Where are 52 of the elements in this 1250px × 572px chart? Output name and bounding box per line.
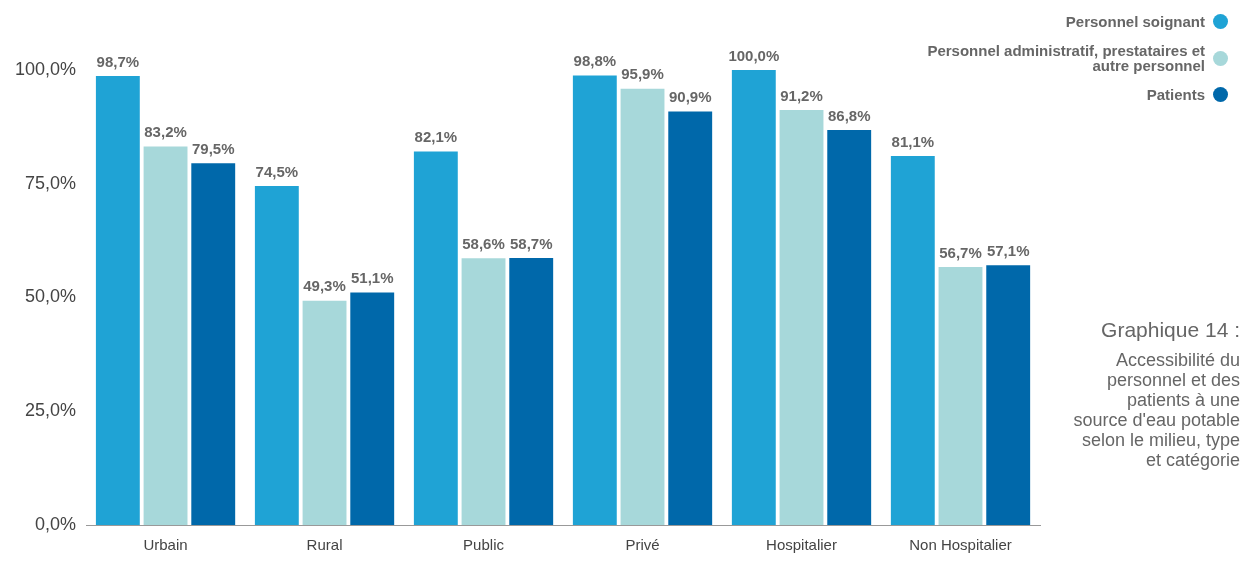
data-label: 81,1% bbox=[891, 132, 935, 150]
x-tick-label: Public bbox=[463, 536, 505, 554]
bar bbox=[413, 151, 458, 525]
data-label: 79,5% bbox=[191, 139, 235, 157]
bar bbox=[461, 258, 506, 525]
data-label: 49,3% bbox=[303, 277, 346, 295]
data-label: 91,2% bbox=[780, 86, 823, 104]
data-label: 98,8% bbox=[573, 52, 617, 70]
bar bbox=[668, 111, 713, 525]
bar bbox=[890, 156, 935, 525]
bar bbox=[302, 300, 347, 525]
y-tick-label: 25,0% bbox=[25, 400, 77, 421]
legend-label: Patients bbox=[1146, 86, 1205, 103]
bar bbox=[191, 163, 236, 525]
bar bbox=[731, 70, 776, 525]
y-tick-label: 50,0% bbox=[25, 286, 77, 307]
legend-label: Personnel administratif, prestataires et autre personnel bbox=[926, 42, 1205, 74]
bar bbox=[95, 75, 140, 525]
bar bbox=[827, 130, 872, 525]
data-label: 74,5% bbox=[255, 162, 299, 180]
text: Accessibilité du personnel et des patients à une source d'eau potable selon le milieu, type et catégorie bbox=[1072, 350, 1240, 470]
data-label: 83,2% bbox=[144, 123, 187, 141]
data-label: 58,6% bbox=[462, 235, 505, 253]
bar bbox=[779, 110, 824, 525]
bar bbox=[986, 265, 1031, 525]
bar bbox=[572, 75, 617, 525]
bar bbox=[350, 292, 395, 525]
x-tick-label: Hospitalier bbox=[766, 536, 837, 554]
data-label: 58,7% bbox=[509, 234, 553, 252]
y-tick-label: 0,0% bbox=[35, 513, 77, 534]
bar bbox=[143, 146, 188, 525]
data-label: 100,0% bbox=[728, 46, 780, 64]
data-label: 86,8% bbox=[827, 106, 871, 124]
bar bbox=[254, 186, 299, 525]
bar bbox=[620, 88, 665, 525]
x-tick-label: Privé bbox=[625, 536, 660, 554]
text: Graphique 14 : bbox=[1100, 318, 1240, 342]
bar bbox=[509, 257, 554, 525]
bar bbox=[938, 267, 983, 525]
data-label: 95,9% bbox=[621, 65, 664, 83]
data-label: 98,7% bbox=[96, 52, 140, 70]
data-label: 57,1% bbox=[986, 241, 1030, 259]
data-label: 56,7% bbox=[939, 243, 982, 261]
y-tick-label: 75,0% bbox=[25, 172, 77, 193]
data-label: 82,1% bbox=[414, 128, 458, 146]
data-label: 90,9% bbox=[668, 88, 712, 106]
y-tick-label: 100,0% bbox=[14, 58, 77, 79]
legend-label: Personnel soignant bbox=[1065, 13, 1205, 30]
data-label: 51,1% bbox=[350, 269, 394, 287]
x-tick-label: Urbain bbox=[143, 536, 188, 554]
x-tick-label: Non Hospitalier bbox=[909, 536, 1012, 554]
x-tick-label: Rural bbox=[306, 536, 343, 554]
